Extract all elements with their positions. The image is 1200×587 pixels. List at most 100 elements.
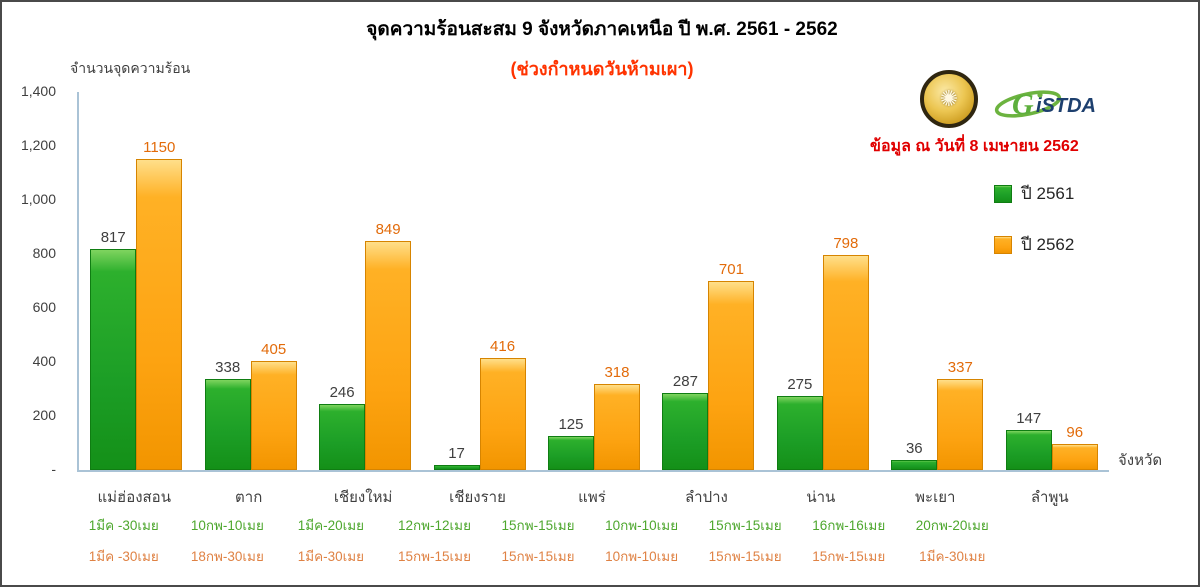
legend-label-2561: ปี 2561 — [1021, 184, 1075, 203]
y-tick-label: 1,400 — [20, 83, 56, 99]
bar-group-3: 246 849 — [308, 92, 422, 470]
legend-item-2562: ปี 2562 — [994, 231, 1074, 258]
ban-period-label: 18กพ-30เมย — [190, 549, 264, 564]
ban-periods-2561-row: 1มีค -30เมย 10กพ-10เมย 1มีค-20เมย 12กพ-12เม… — [72, 514, 1004, 536]
bar-value-label: 17 — [448, 445, 465, 462]
bar-value-label: 125 — [558, 416, 584, 433]
bar-value-label: 405 — [261, 341, 287, 358]
bar-value-label: 701 — [718, 261, 744, 278]
bar-ปี2562-เชียงใหม่: 849 — [365, 221, 412, 470]
bar-ปี2562-แม่ฮ่องสอน: 1150 — [136, 139, 183, 470]
bar-value-label: 318 — [604, 364, 630, 381]
ban-period-label: 15กพ-15เมย — [397, 549, 471, 564]
bar-value-label: 246 — [329, 384, 355, 401]
bar-ปี2561-พะเยา: 36 — [891, 440, 938, 470]
seal-emblem-icon: ✺ — [939, 86, 959, 111]
bar-group-4: 17 416 — [422, 92, 536, 470]
bar-group-6: 287 701 — [651, 92, 765, 470]
y-tick-label: - — [51, 461, 56, 477]
legend-swatch-2562 — [994, 235, 1012, 254]
bar-ปี2562-พะเยา: 337 — [937, 359, 984, 470]
bar-value-label: 275 — [787, 376, 813, 393]
ban-period-label: 15กพ-15เมย — [708, 518, 782, 533]
bar-ปี2562-น่าน: 798 — [822, 235, 869, 470]
ban-period-label: 1มีค-20เมย — [297, 518, 365, 533]
data-date-note: ข้อมูล ณ วันที่ 8 เมษายน 2562 — [870, 138, 1079, 155]
bar-ปี2561-ลำปาง: 287 — [662, 373, 709, 470]
legend: ปี 2561 ปี 2562 — [994, 180, 1074, 282]
ministry-seal-logo: ✺ — [920, 70, 978, 128]
category-label: เชียงใหม่ — [333, 489, 393, 506]
bar-ปี2562-ลำปาง: 701 — [708, 261, 755, 470]
ban-period-label: 15กพ-15เมย — [501, 549, 575, 564]
category-label: แม่ฮ่องสอน — [97, 489, 171, 506]
chart-subtitle: (ช่วงกำหนดวันห้ามเผา) — [510, 59, 694, 79]
y-tick-label: 1,000 — [20, 191, 56, 207]
bar-group-5: 125 318 — [537, 92, 651, 470]
bar-groups: 817 1150 338 405 246 849 17 416 125 318 287 701 275 7… — [79, 92, 1109, 470]
bar-ปี2561-เชียงใหม่: 246 — [319, 384, 366, 470]
legend-item-2561: ปี 2561 — [994, 180, 1074, 207]
gistda-letters-istda: iSTDA — [1036, 95, 1096, 117]
ban-period-label: 10กพ-10เมย — [190, 518, 264, 533]
bar-value-label: 798 — [833, 235, 859, 252]
ban-period-label: 16กพ-16เมย — [812, 518, 886, 533]
bar-value-label: 287 — [672, 373, 698, 390]
bar-ปี2561-ตาก: 338 — [204, 359, 251, 470]
ban-period-label: 12กพ-12เมย — [397, 518, 471, 533]
bar-value-label: 849 — [375, 221, 401, 238]
bar-value-label: 817 — [100, 229, 126, 246]
category-label: ตาก — [235, 489, 263, 506]
bar-group-8: 36 337 — [880, 92, 994, 470]
bar-ปี2561-เชียงราย: 17 — [433, 445, 480, 470]
ban-periods-2562-row: 1มีค -30เมย 18กพ-30เมย 1มีค-30เมย 15กพ-15เม… — [72, 545, 1004, 567]
bar-value-label: 96 — [1066, 424, 1084, 441]
chart-title: จุดความร้อนสะสม 9 จังหวัดภาคเหนือ ปี พ.ศ… — [366, 19, 838, 40]
x-axis-title: จังหวัด — [1118, 452, 1163, 469]
category-label: แพร่ — [578, 489, 606, 506]
bar-group-1: 817 1150 — [79, 92, 193, 470]
ban-period-label: 1มีค -30เมย — [88, 549, 159, 564]
gistda-logo: G iSTDA — [994, 84, 1114, 124]
bar-group-9: 147 96 — [995, 92, 1109, 470]
category-label: น่าน — [806, 489, 836, 506]
category-label: เชียงราย — [449, 489, 506, 506]
ban-period-label: 10กพ-10เมย — [605, 549, 679, 564]
bar-ปี2562-ตาก: 405 — [250, 341, 297, 470]
y-tick-label: 600 — [32, 299, 56, 315]
category-label: พะเยา — [915, 489, 956, 506]
bar-value-label: 1150 — [143, 139, 176, 156]
bar-ปี2562-แพร่: 318 — [593, 364, 640, 470]
legend-swatch-2561 — [994, 184, 1012, 203]
ban-period-label: 1มีค -30เมย — [88, 518, 159, 533]
bar-ปี2562-ลำพูน: 96 — [1051, 424, 1098, 470]
bar-value-label: 147 — [1016, 410, 1042, 427]
ban-period-label: 1มีค-30เมย — [919, 549, 986, 564]
plot-area: 817 1150 338 405 246 849 17 416 125 318 287 701 275 7… — [77, 92, 1109, 472]
category-labels-row: แม่ฮ่องสอน ตาก เชียงใหม่ เชียงราย แพร่ ลำปาง น… — [77, 485, 1107, 509]
gistda-letter-g: G — [1012, 88, 1034, 121]
ban-period-label: 1มีค-30เมย — [297, 549, 365, 564]
y-tick-label: 1,200 — [20, 137, 56, 153]
category-label: ลำพูน — [1030, 489, 1069, 506]
y-axis-ticks: 1,400 1,200 1,000 800 600 400 200 - — [2, 83, 64, 477]
bar-value-label: 337 — [947, 359, 973, 376]
y-axis-title: จำนวนจุดความร้อน — [70, 60, 191, 76]
ban-period-label: 20กพ-20เมย — [915, 518, 989, 533]
legend-label-2562: ปี 2562 — [1021, 235, 1075, 254]
ban-period-label: 15กพ-15เมย — [812, 549, 886, 564]
ban-period-label: 15กพ-15เมย — [501, 518, 575, 533]
bar-ปี2562-เชียงราย: 416 — [479, 338, 526, 470]
y-tick-label: 800 — [32, 245, 56, 261]
bar-ปี2561-แพร่: 125 — [547, 416, 594, 470]
bar-ปี2561-น่าน: 275 — [776, 376, 823, 470]
category-label: ลำปาง — [684, 489, 728, 506]
bar-ปี2561-ลำพูน: 147 — [1005, 410, 1052, 470]
ban-period-label: 15กพ-15เมย — [708, 549, 782, 564]
bar-group-2: 338 405 — [193, 92, 307, 470]
bar-value-label: 36 — [905, 440, 923, 457]
bar-value-label: 338 — [215, 359, 241, 376]
y-tick-label: 400 — [32, 353, 56, 369]
bar-group-7: 275 798 — [766, 92, 880, 470]
ban-period-label: 10กพ-10เมย — [605, 518, 679, 533]
